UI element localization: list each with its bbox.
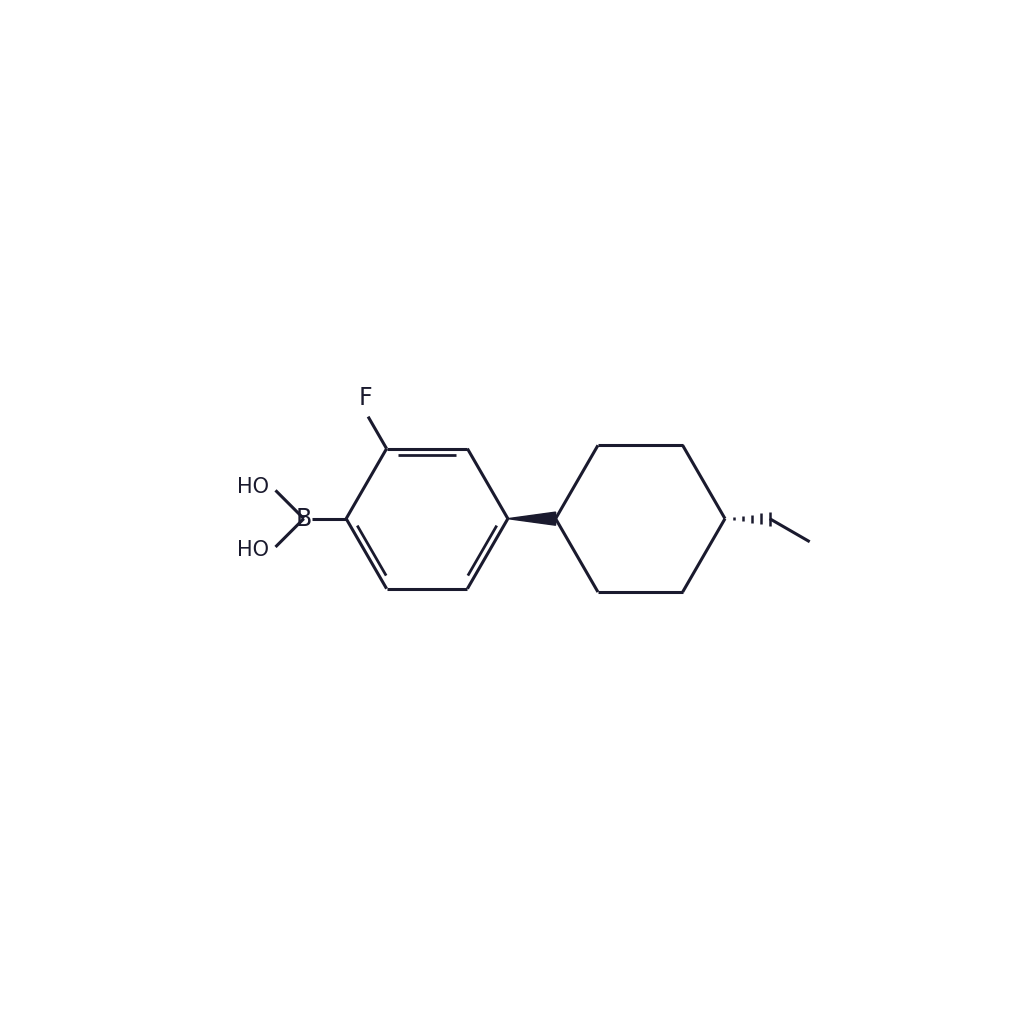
Polygon shape [508,512,556,525]
Text: F: F [358,386,372,411]
Text: HO: HO [238,477,269,498]
Text: HO: HO [238,540,269,560]
Text: B: B [296,507,312,530]
